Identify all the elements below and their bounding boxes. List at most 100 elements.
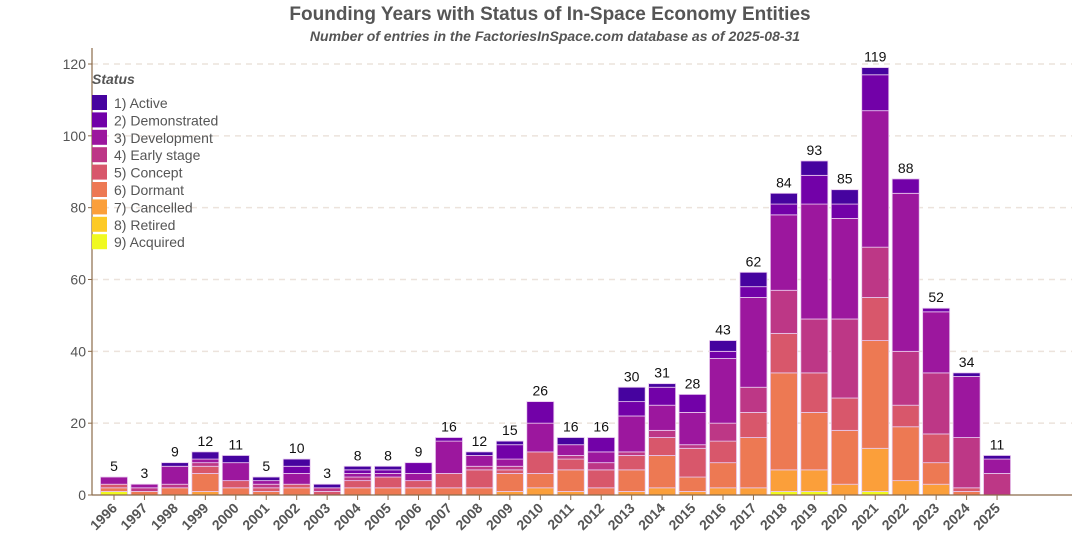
- bar-segment: [952, 437, 981, 489]
- bar-segment: [495, 440, 524, 446]
- bar-segment: [556, 455, 585, 460]
- bar-segment: [252, 476, 281, 482]
- x-tick-label: 2004: [330, 500, 363, 533]
- bar-segment: [770, 203, 798, 216]
- bar-segment: [221, 487, 250, 496]
- bar-segment: [587, 487, 616, 496]
- bar-segment: [587, 462, 616, 471]
- y-tick-label: 0: [78, 487, 86, 503]
- data-label: 12: [198, 433, 214, 449]
- bar-segment: [800, 372, 829, 413]
- bar-segment: [830, 429, 859, 485]
- bar-segment: [617, 401, 646, 417]
- data-label: 11: [229, 436, 244, 452]
- bar-segment: [617, 386, 646, 403]
- bar-segment: [374, 465, 402, 471]
- x-tick-label: 2005: [361, 500, 394, 533]
- bar-segment: [526, 487, 555, 496]
- y-tick-label: 40: [70, 343, 86, 359]
- bar-segment: [617, 451, 646, 456]
- bar-segment: [830, 189, 859, 205]
- bar-segment: [800, 318, 829, 374]
- bar-segment: [922, 307, 951, 313]
- bar-segment: [891, 426, 920, 482]
- bar-segment: [952, 376, 981, 438]
- bar-segment: [343, 469, 372, 474]
- bar-segment: [191, 462, 220, 467]
- data-label: 43: [715, 322, 731, 338]
- data-label: 85: [837, 171, 853, 187]
- bar-segment: [617, 469, 646, 492]
- data-label: 5: [262, 458, 270, 474]
- x-tick-label: 2019: [787, 500, 820, 533]
- legend-swatch: [92, 216, 107, 232]
- bar-segment: [678, 394, 707, 413]
- bar-segment: [160, 487, 189, 496]
- bar-segment: [739, 487, 768, 496]
- data-label: 28: [685, 375, 701, 391]
- bar-segment: [983, 473, 1011, 496]
- x-tick-label: 2002: [269, 500, 302, 533]
- x-tick-label: 2014: [635, 500, 668, 533]
- bar-segment: [282, 458, 311, 467]
- bar-segment: [221, 480, 250, 489]
- legend-swatch: [92, 112, 107, 128]
- x-tick-label: 2010: [513, 500, 546, 533]
- x-tick-label: 2025: [970, 500, 1003, 533]
- bar-segment: [861, 246, 890, 298]
- bar-segment: [526, 401, 555, 424]
- bar-segment: [374, 473, 402, 478]
- bar-segment: [404, 462, 433, 474]
- bar-segment: [252, 483, 281, 489]
- data-label: 8: [384, 447, 392, 463]
- bar-segment: [100, 476, 128, 485]
- y-tick-label: 100: [63, 128, 87, 144]
- data-label: 11: [990, 436, 1005, 452]
- bar-segment: [252, 487, 281, 492]
- x-tick-label: 2001: [239, 500, 272, 533]
- data-label: 5: [110, 458, 118, 474]
- data-label: 93: [807, 142, 823, 158]
- bar-segment: [130, 487, 159, 492]
- x-tick-label: 2006: [391, 500, 424, 533]
- bar-segment: [800, 203, 829, 320]
- data-label: 15: [502, 422, 518, 438]
- legend-swatch: [92, 164, 107, 180]
- data-label: 88: [898, 160, 914, 176]
- bar-segment: [435, 440, 463, 474]
- bar-segment: [891, 480, 920, 496]
- bar-segment: [709, 350, 737, 359]
- bar-segment: [191, 465, 220, 474]
- bar-segment: [891, 404, 920, 428]
- bar-segment: [648, 386, 676, 406]
- bar-segment: [343, 480, 372, 489]
- bar-segment: [343, 465, 372, 471]
- x-tick-label: 2012: [574, 500, 607, 533]
- bar-segment: [313, 487, 342, 492]
- data-label: 9: [171, 444, 179, 460]
- bar-segment: [404, 473, 433, 482]
- bar-segment: [830, 483, 859, 496]
- x-tick-label: 2024: [939, 500, 972, 533]
- bar-segment: [465, 469, 494, 489]
- x-tick-label: 2022: [878, 500, 911, 533]
- bar-segment: [861, 447, 890, 492]
- bar-segment: [739, 411, 768, 438]
- x-tick-label: 1999: [178, 500, 211, 533]
- x-tick-label: 2013: [604, 500, 637, 533]
- bar-segment: [861, 340, 890, 449]
- bar-segment: [191, 451, 220, 460]
- bar-segment: [313, 483, 342, 489]
- legend-swatch: [92, 199, 107, 215]
- legend-label: 3) Development: [114, 130, 213, 146]
- bar-segment: [648, 455, 676, 489]
- bar-segment: [160, 465, 189, 485]
- bar-segment: [160, 462, 189, 467]
- x-tick-label: 2008: [452, 500, 485, 533]
- legend-label: 2) Demonstrated: [114, 112, 218, 128]
- bar-segment: [861, 67, 890, 76]
- bar-segment: [435, 437, 463, 442]
- x-tick-label: 2011: [544, 500, 577, 533]
- data-label: 3: [323, 465, 331, 481]
